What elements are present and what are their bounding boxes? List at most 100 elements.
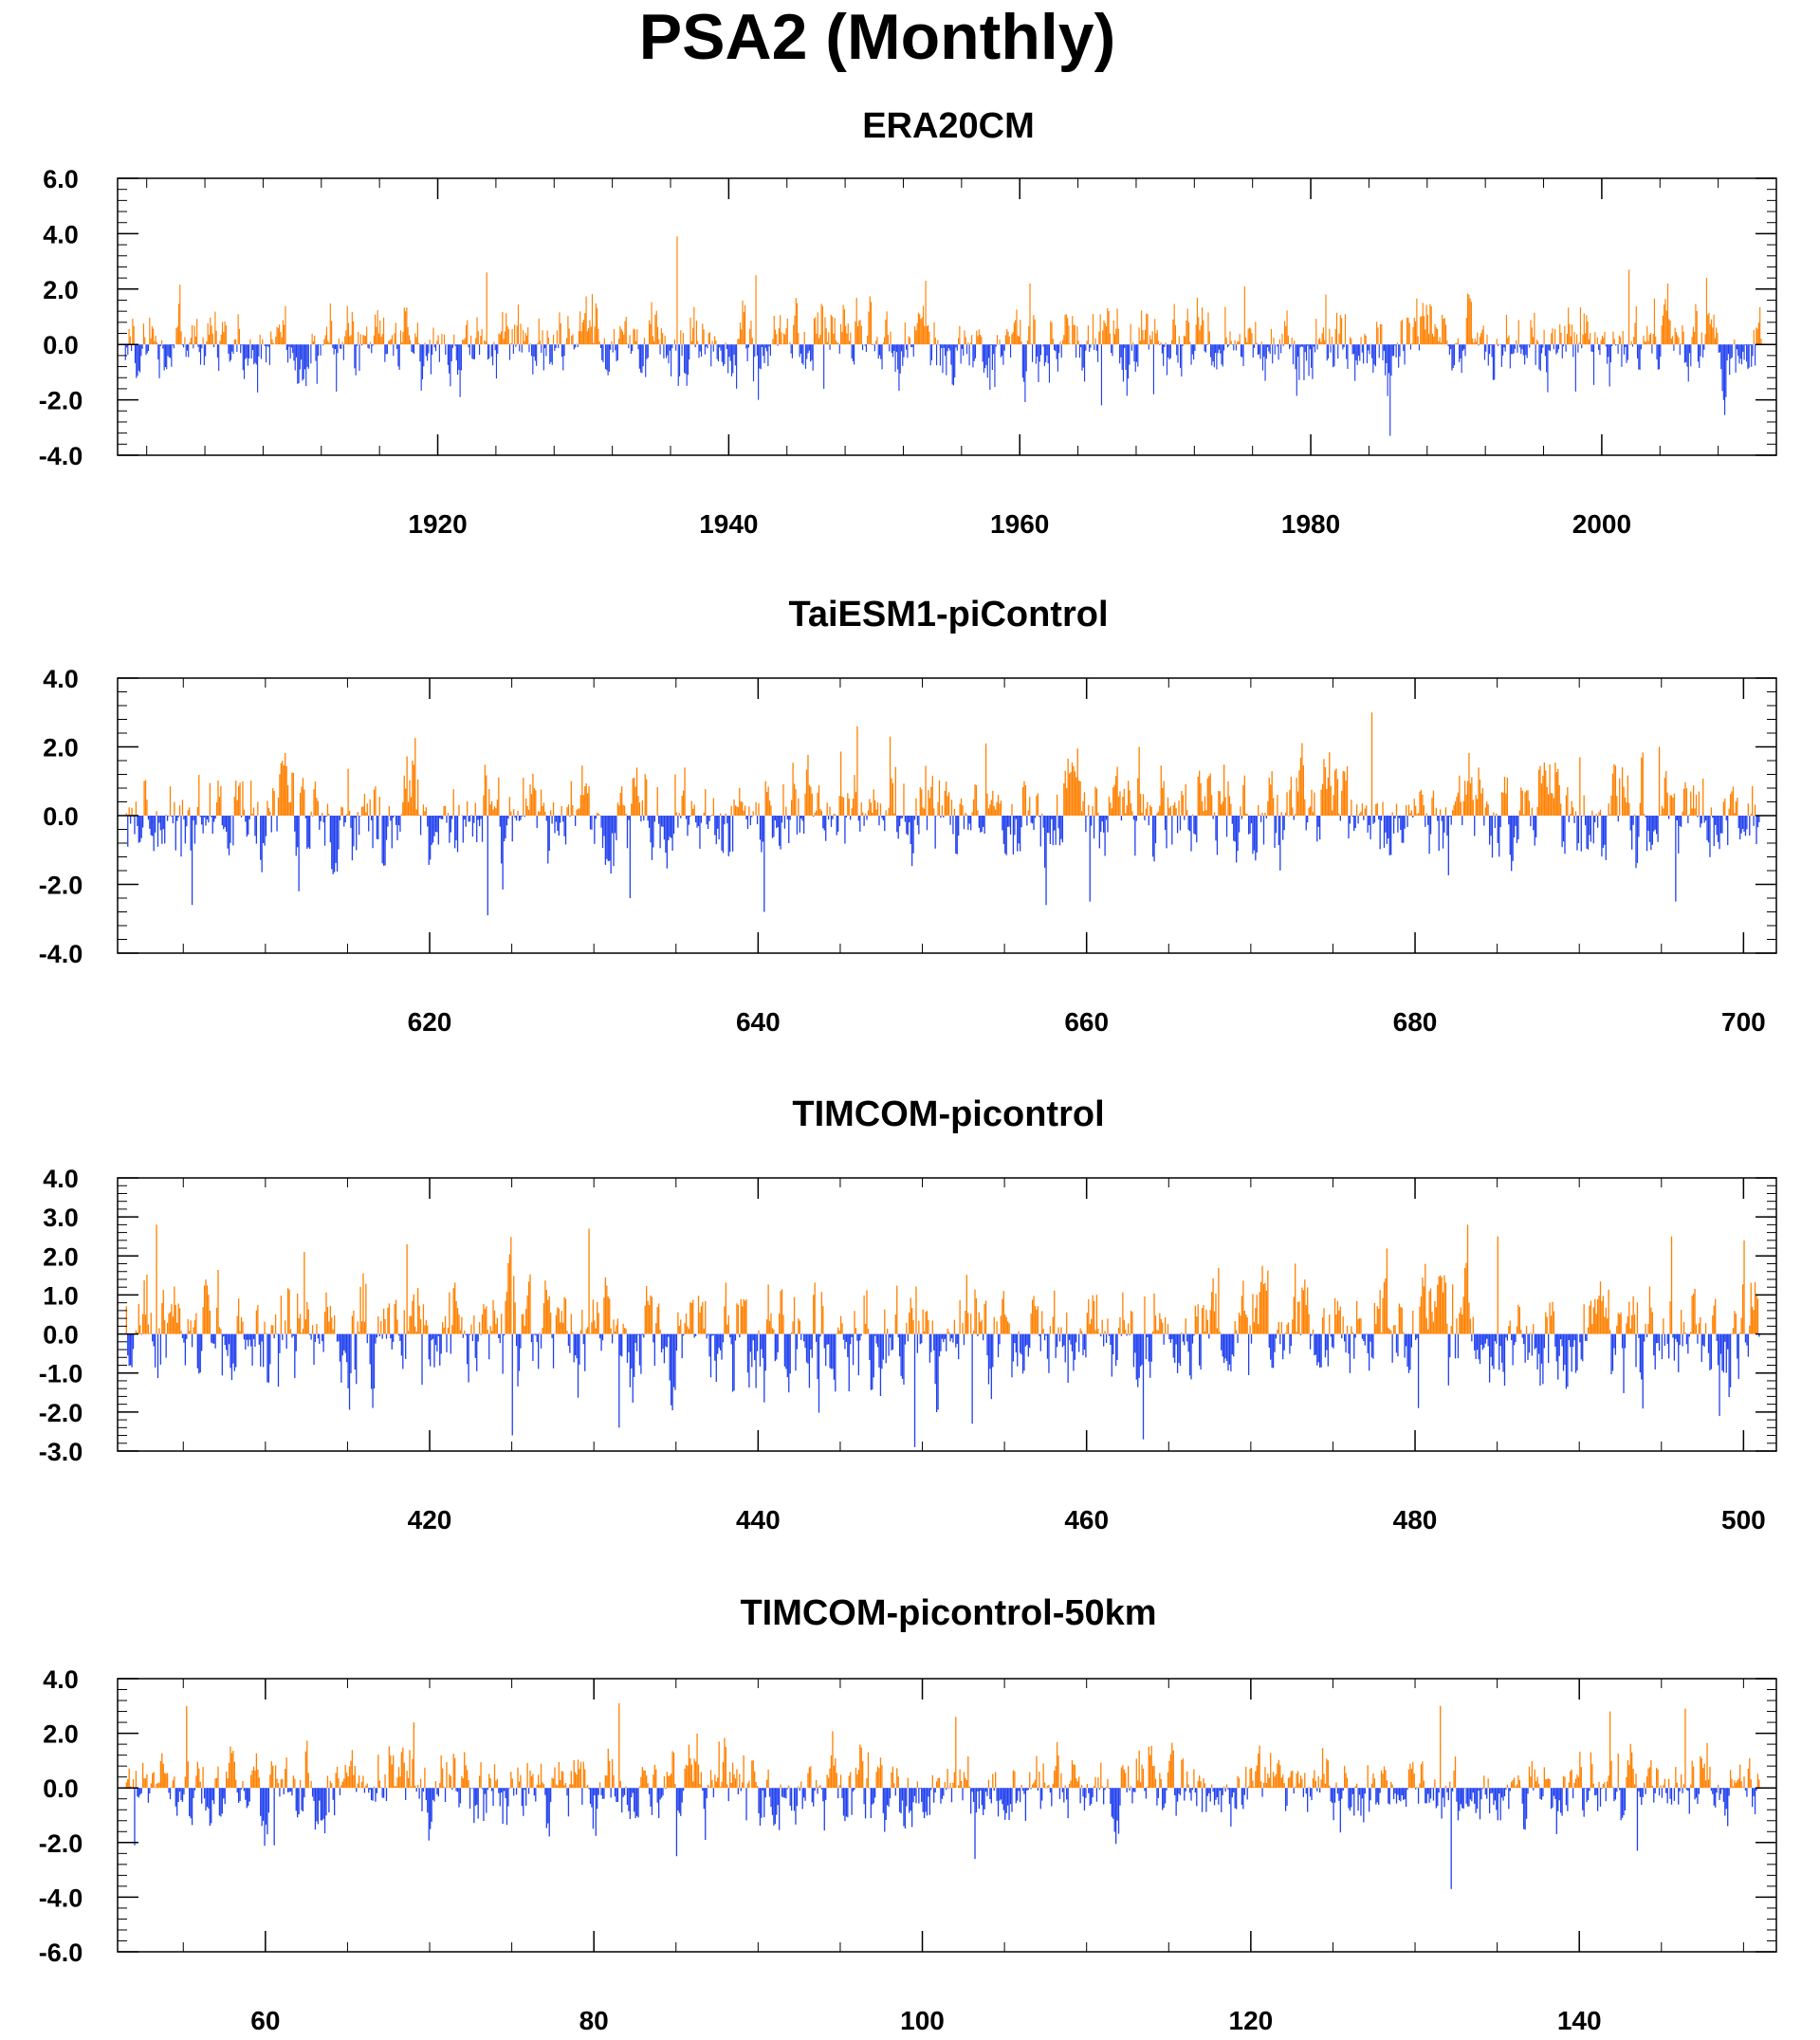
bar xyxy=(1678,1333,1680,1372)
bar xyxy=(1620,337,1622,345)
bar xyxy=(971,1788,973,1792)
bar xyxy=(1373,344,1375,365)
bar xyxy=(207,322,209,345)
bar xyxy=(328,342,330,345)
bar xyxy=(570,1314,572,1334)
bar xyxy=(326,1775,329,1789)
bar xyxy=(535,790,537,816)
bar xyxy=(879,803,882,816)
bar xyxy=(1026,816,1028,826)
bar xyxy=(745,1788,747,1821)
bar xyxy=(770,1313,772,1334)
bar xyxy=(999,340,1001,345)
bar xyxy=(1295,814,1296,816)
bar xyxy=(1092,1295,1094,1334)
bar xyxy=(560,1779,561,1789)
bar xyxy=(1113,1332,1115,1334)
bar xyxy=(1511,344,1513,355)
bar xyxy=(1505,314,1508,345)
x-tick-label: 2000 xyxy=(1572,509,1631,539)
bar xyxy=(1286,310,1288,345)
bar xyxy=(1412,326,1414,345)
bar xyxy=(759,1788,762,1827)
bar xyxy=(149,1788,151,1794)
bar xyxy=(1157,1330,1160,1334)
bar xyxy=(1200,782,1202,816)
bar xyxy=(1536,1333,1538,1369)
bar xyxy=(218,797,221,816)
bar xyxy=(1347,344,1349,370)
bar xyxy=(820,303,822,345)
bar xyxy=(1633,337,1635,345)
bar xyxy=(125,1782,127,1789)
bar xyxy=(1250,1333,1253,1344)
bar xyxy=(143,1279,145,1334)
bar xyxy=(576,809,578,816)
bar xyxy=(344,1764,346,1789)
bar xyxy=(264,1321,266,1334)
bar xyxy=(196,1761,198,1789)
bar xyxy=(469,816,471,822)
bar xyxy=(550,1788,552,1803)
bar xyxy=(1739,816,1741,839)
bar xyxy=(340,1785,342,1789)
bar xyxy=(257,1769,259,1789)
bar xyxy=(336,344,338,392)
bar xyxy=(756,344,758,356)
bar xyxy=(740,1298,742,1334)
bar xyxy=(407,801,410,816)
bar xyxy=(1243,775,1245,816)
bar xyxy=(1279,1333,1281,1345)
bar xyxy=(1017,1788,1019,1801)
bar xyxy=(511,1778,513,1789)
bar xyxy=(1115,1788,1117,1845)
bar xyxy=(1525,344,1527,356)
bar xyxy=(1670,338,1672,345)
bar xyxy=(1005,1316,1007,1334)
bar xyxy=(1145,1788,1148,1799)
bar xyxy=(1435,1307,1437,1334)
bar xyxy=(1368,1333,1370,1371)
bar xyxy=(591,294,594,345)
bar xyxy=(1005,816,1007,855)
bar xyxy=(430,1788,432,1829)
bar xyxy=(1527,1333,1529,1360)
bar xyxy=(741,329,743,345)
bar xyxy=(425,344,427,357)
bar xyxy=(1690,1332,1692,1334)
bar xyxy=(727,1314,729,1334)
bar xyxy=(1097,1777,1099,1789)
bar xyxy=(503,339,505,345)
bar xyxy=(1200,1333,1202,1369)
bar xyxy=(205,1788,207,1811)
bar xyxy=(1596,337,1598,345)
bar xyxy=(1549,1302,1551,1334)
bar xyxy=(1039,816,1041,847)
bar xyxy=(1300,344,1302,347)
bar xyxy=(1543,762,1545,816)
bar xyxy=(1086,340,1088,345)
bar xyxy=(1567,1333,1569,1388)
bar xyxy=(223,1333,225,1337)
bar xyxy=(1233,816,1235,841)
bar xyxy=(697,1764,700,1789)
bar xyxy=(231,344,233,352)
bar xyxy=(1259,1781,1262,1789)
bar xyxy=(622,1788,624,1797)
bar xyxy=(1045,344,1047,363)
bar xyxy=(913,1788,916,1796)
bar xyxy=(149,816,151,829)
bar xyxy=(1111,344,1112,354)
bar xyxy=(1150,1333,1152,1362)
bar xyxy=(764,1788,766,1798)
bar xyxy=(1583,1304,1585,1334)
bar xyxy=(1488,344,1491,355)
bar xyxy=(1544,344,1546,357)
bar xyxy=(525,335,528,345)
bar xyxy=(1580,1333,1582,1360)
bar xyxy=(892,1766,894,1789)
bar xyxy=(1159,805,1161,816)
bar xyxy=(1317,816,1319,827)
bar xyxy=(613,329,616,345)
